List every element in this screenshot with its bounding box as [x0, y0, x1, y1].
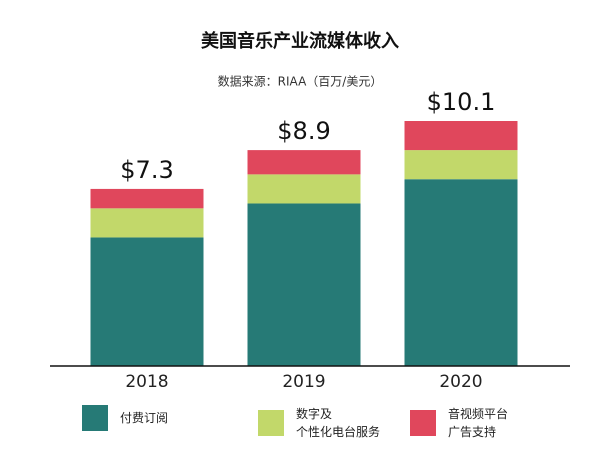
- legend-label: 付费订阅: [120, 411, 169, 425]
- chart-title: 美国音乐产业流媒体收入: [201, 30, 399, 52]
- legend-label: 数字及 个性化电台服务: [296, 407, 381, 439]
- total-label: $8.9: [277, 117, 330, 145]
- legend-item: 数字及 个性化电台服务: [258, 405, 380, 441]
- legend-item: 音视频平台 广告支持: [410, 405, 508, 441]
- bar-segment: [404, 121, 518, 151]
- bar-segment: [247, 203, 361, 366]
- chart-subtitle: 数据来源：RIAA（百万/美元）: [218, 74, 383, 89]
- x-tick-label: 2018: [125, 372, 168, 392]
- x-tick-label: 2019: [282, 372, 325, 392]
- bar-segment: [90, 188, 204, 209]
- total-label: $7.3: [120, 156, 173, 184]
- legend-item: 付费订阅: [82, 405, 168, 431]
- bar-segment: [90, 208, 204, 238]
- bar-segment: [247, 150, 361, 175]
- legend-swatch: [82, 405, 108, 431]
- bar-segment: [404, 179, 518, 366]
- bar-segment: [90, 237, 204, 366]
- bar-segment: [404, 150, 518, 180]
- legend-swatch: [258, 410, 284, 436]
- total-label: $10.1: [427, 88, 496, 116]
- bar-segment: [247, 174, 361, 204]
- legend-label: 音视频平台 广告支持: [448, 407, 509, 439]
- x-tick-label: 2020: [439, 372, 482, 392]
- legend-swatch: [410, 410, 436, 436]
